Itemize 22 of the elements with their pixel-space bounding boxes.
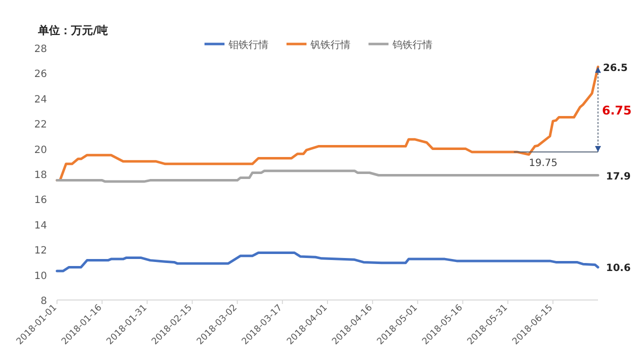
annotation: 10.6 [606,263,631,274]
y-tick-label: 24 [34,94,47,106]
legend-label: 钼铁行情 [228,39,268,51]
legend-label: 钨铁行情 [392,39,432,51]
text: 6.75 [602,103,632,118]
y-tick-label: 28 [34,44,47,55]
y-tick-label: 26 [34,69,47,80]
annotation: 19.75 [528,158,558,169]
annotation: 26.5 [603,62,628,74]
legend-label: 钒铁行情 [310,39,350,51]
y-tick-label: 14 [34,220,47,232]
y-tick-label: 18 [34,170,47,181]
y-tick-label: 20 [34,144,47,156]
line-series [56,170,600,183]
y-axis-title: 单位：万元/吨 [37,24,108,37]
annotation: 17.9 [606,171,631,182]
y-tick-label: 12 [34,246,47,257]
line-series [56,252,600,272]
y-tick-label: 8 [40,296,47,307]
y-tick-label: 10 [34,270,47,282]
y-tick-label: 16 [34,195,47,206]
y-tick-label: 22 [34,120,47,131]
